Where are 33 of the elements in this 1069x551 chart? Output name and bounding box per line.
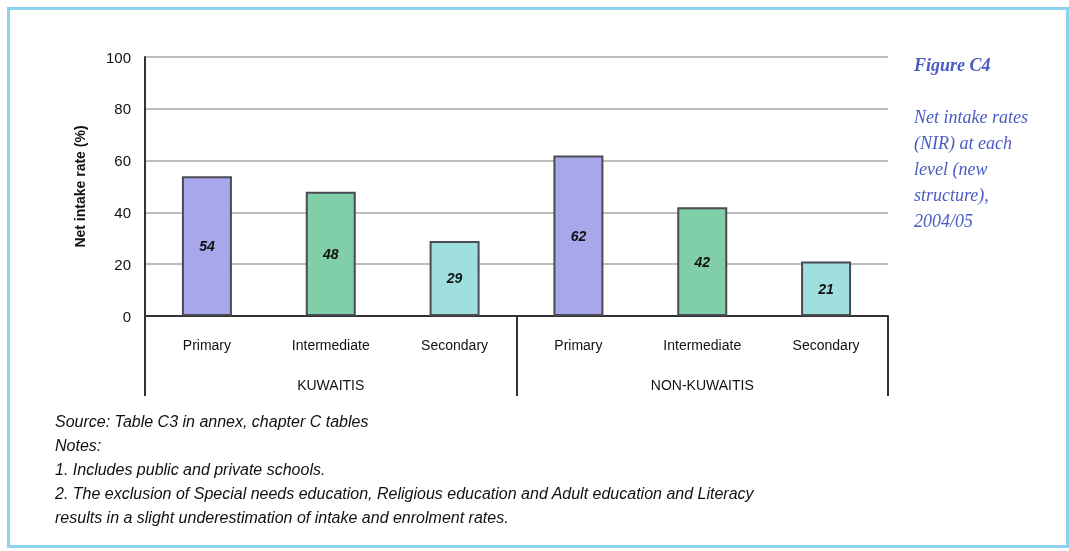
- series-label: Secondary: [792, 337, 860, 353]
- text: Secondary: [421, 337, 489, 353]
- source-note: Source: Table C3 in annex, chapter C tables: [55, 412, 370, 432]
- bar: [429, 240, 480, 316]
- bar: [305, 191, 356, 316]
- text: Figure C4: [914, 54, 991, 76]
- data-label: 54: [199, 238, 215, 255]
- text: Intermediate: [291, 337, 370, 353]
- x-tick-label: KUWAITIS: [297, 377, 365, 393]
- data-label: 62: [570, 227, 587, 244]
- y-axis-title: Net intake rate (%): [72, 125, 88, 248]
- text: 1. Includes public and private schools.: [55, 460, 327, 480]
- bar: [801, 261, 852, 316]
- y-tick-label: 0: [122, 307, 131, 325]
- x-tick-label: NON-KUWAITIS: [650, 377, 754, 393]
- y-tick-label: 60: [114, 152, 131, 170]
- text: 2. The exclusion of Special needs education, Religious education and Adult education and Literacy results in a slight underestimation of intake and enrolment rates.: [55, 484, 755, 528]
- data-label: 42: [693, 253, 711, 270]
- text: Net intake rates (NIR) at each level (new structure), 2004/05: [914, 106, 1029, 233]
- bar: [677, 207, 728, 316]
- series-label: Primary: [182, 337, 232, 353]
- text: Notes:: [55, 436, 103, 456]
- data-label: 48: [321, 245, 339, 262]
- y-tick-label: 100: [105, 48, 131, 66]
- y-tick-label: 40: [114, 203, 131, 221]
- y-tick-label: 80: [114, 100, 131, 118]
- y-tick-label: 20: [114, 255, 131, 273]
- series-label: Intermediate: [663, 337, 742, 353]
- data-label: 21: [817, 280, 835, 297]
- bar: [553, 155, 604, 316]
- bar: [181, 176, 232, 316]
- data-label: 29: [445, 270, 463, 287]
- text: Primary: [554, 337, 603, 353]
